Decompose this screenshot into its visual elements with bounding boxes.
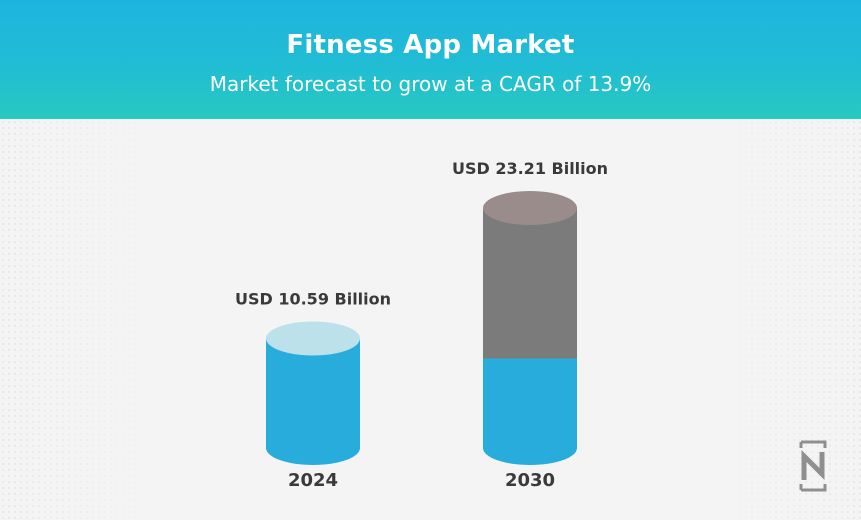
brand-logo-icon (799, 440, 827, 492)
dot-pattern-left (0, 119, 160, 520)
dot-pattern-right (701, 119, 861, 520)
page-subtitle: Market forecast to grow at a CAGR of 13.… (209, 72, 652, 96)
data-label-2024: USD 10.59 Billion (235, 289, 391, 308)
bar-body-2030 (483, 358, 577, 465)
bar-body-2024 (266, 338, 360, 465)
category-label-2030: 2030 (505, 470, 555, 491)
header-banner: Fitness App Market Market forecast to gr… (0, 0, 861, 119)
bar-cap-2030 (483, 191, 577, 225)
bar-growth-segment-2030 (483, 208, 577, 359)
page-title: Fitness App Market (286, 30, 575, 60)
bar-cap-2024 (266, 321, 360, 356)
bar-2030 (483, 191, 577, 465)
data-label-2030: USD 23.21 Billion (452, 159, 608, 178)
category-label-2024: 2024 (288, 470, 338, 491)
bar-2024 (266, 321, 360, 465)
